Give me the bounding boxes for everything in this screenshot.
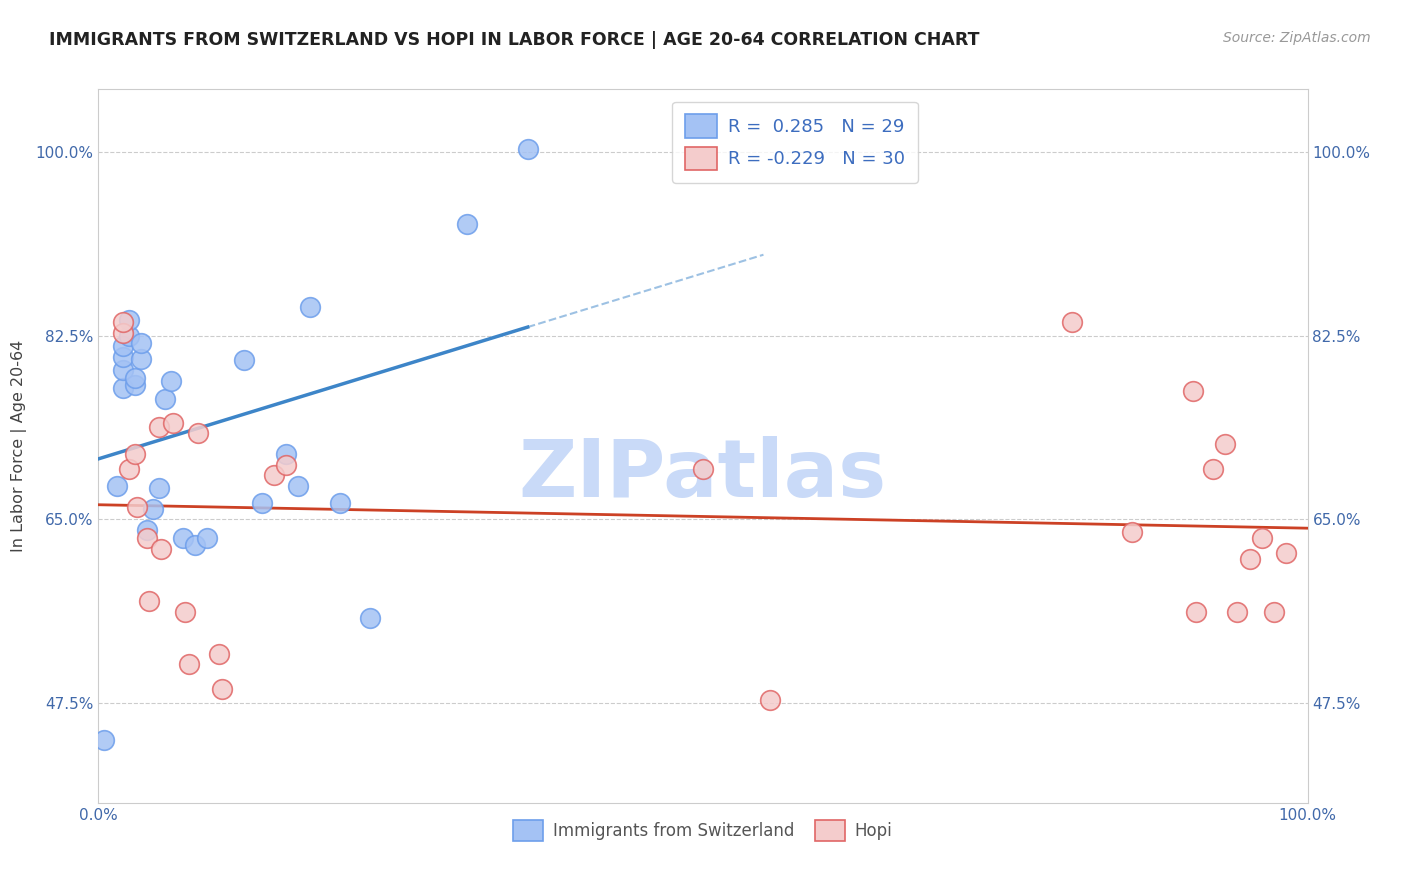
Point — [150, 541, 173, 556]
Point — [692, 462, 714, 476]
Point — [195, 532, 218, 546]
Point — [211, 682, 233, 697]
Point — [250, 496, 273, 510]
Point — [1263, 605, 1285, 619]
Point — [329, 496, 352, 510]
Y-axis label: In Labor Force | Age 20-64: In Labor Force | Age 20-64 — [11, 340, 27, 552]
Point — [111, 381, 134, 395]
Point — [1185, 605, 1208, 619]
Point — [124, 378, 146, 392]
Point — [184, 538, 207, 552]
Point — [148, 481, 170, 495]
Point — [1181, 384, 1204, 399]
Point — [111, 363, 134, 377]
Point — [1121, 524, 1143, 539]
Point — [179, 657, 201, 672]
Point — [299, 301, 322, 315]
Point — [208, 647, 231, 661]
Point — [1239, 552, 1261, 566]
Point — [287, 479, 309, 493]
Point — [274, 447, 297, 461]
Point — [142, 502, 165, 516]
Point — [1226, 605, 1249, 619]
Point — [172, 532, 194, 546]
Point — [232, 353, 254, 368]
Point — [456, 217, 478, 231]
Point — [148, 420, 170, 434]
Point — [1275, 546, 1298, 560]
Point — [129, 351, 152, 366]
Point — [187, 426, 209, 441]
Legend: Immigrants from Switzerland, Hopi: Immigrants from Switzerland, Hopi — [506, 814, 900, 848]
Point — [1250, 532, 1272, 546]
Point — [118, 462, 141, 476]
Point — [1202, 462, 1225, 476]
Point — [93, 732, 115, 747]
Point — [118, 328, 141, 343]
Point — [135, 523, 157, 537]
Point — [111, 315, 134, 329]
Point — [274, 458, 297, 472]
Point — [160, 374, 183, 388]
Point — [105, 479, 128, 493]
Text: Source: ZipAtlas.com: Source: ZipAtlas.com — [1223, 31, 1371, 45]
Text: IMMIGRANTS FROM SWITZERLAND VS HOPI IN LABOR FORCE | AGE 20-64 CORRELATION CHART: IMMIGRANTS FROM SWITZERLAND VS HOPI IN L… — [49, 31, 980, 49]
Point — [758, 693, 780, 707]
Point — [127, 500, 149, 514]
Point — [174, 605, 197, 619]
Point — [118, 313, 141, 327]
Text: ZIPatlas: ZIPatlas — [519, 435, 887, 514]
Point — [111, 350, 134, 364]
Point — [360, 611, 382, 625]
Point — [516, 142, 538, 156]
Point — [153, 392, 176, 406]
Point — [1215, 437, 1237, 451]
Point — [129, 336, 152, 351]
Point — [162, 416, 184, 430]
Point — [124, 371, 146, 385]
Point — [135, 532, 157, 546]
Point — [1060, 315, 1083, 329]
Point — [111, 339, 134, 353]
Point — [111, 326, 134, 340]
Point — [138, 594, 160, 608]
Point — [263, 468, 285, 483]
Point — [124, 447, 146, 461]
